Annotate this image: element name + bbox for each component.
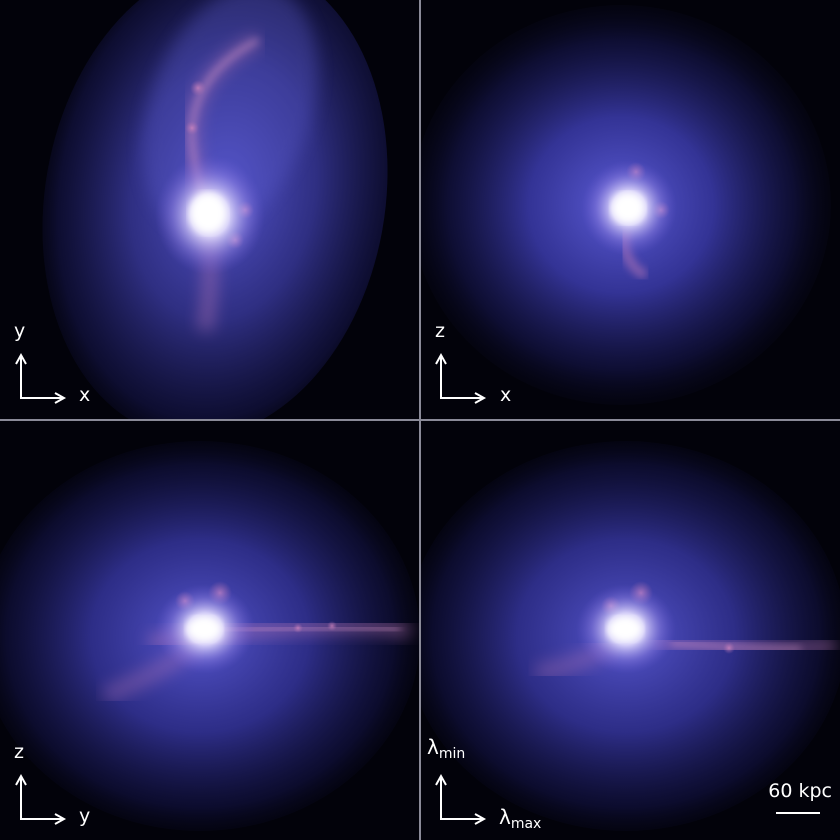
axis-label-vertical: λmin — [427, 737, 465, 761]
axis-label-horizontal: y — [79, 805, 91, 827]
lambda-symbol: λ — [427, 735, 439, 759]
panel-eigen-projection: λmin λmax 60 kpc — [421, 421, 840, 840]
axis-label-vertical: y — [14, 320, 26, 342]
galaxy-image-xz — [421, 0, 840, 419]
axis-label-vertical: z — [435, 320, 445, 342]
axes-indicator-xz: z x — [431, 322, 551, 412]
axes-arrows-icon — [435, 773, 487, 825]
axis-label-subscript: min — [438, 746, 466, 762]
axes-arrows-icon — [15, 352, 67, 404]
axis-label-subscript: max — [510, 816, 542, 832]
lambda-symbol: λ — [499, 805, 511, 829]
axes-indicator-xy: y x — [10, 322, 130, 412]
panel-yz-projection: z y — [0, 421, 419, 840]
axes-indicator-eigen: λmin λmax — [427, 737, 551, 833]
axis-label-horizontal: λmax — [499, 807, 541, 831]
axes-arrows-icon — [15, 773, 67, 825]
galaxy-image-xy — [0, 0, 419, 419]
axis-label-vertical: z — [14, 741, 24, 763]
panel-xy-projection: y x — [0, 0, 419, 419]
scale-bar: 60 kpc — [752, 782, 832, 822]
panel-xz-projection: z x — [421, 0, 840, 419]
axes-indicator-yz: z y — [10, 743, 130, 833]
scale-bar-line — [776, 812, 820, 814]
axes-arrows-icon — [435, 352, 487, 404]
galaxy-image-yz — [0, 421, 419, 840]
galaxy-image-eigen — [421, 421, 840, 840]
axis-label-horizontal: x — [500, 384, 512, 406]
scale-bar-label: 60 kpc — [768, 780, 832, 802]
axis-label-horizontal: x — [79, 384, 91, 406]
horizontal-divider — [0, 419, 840, 421]
